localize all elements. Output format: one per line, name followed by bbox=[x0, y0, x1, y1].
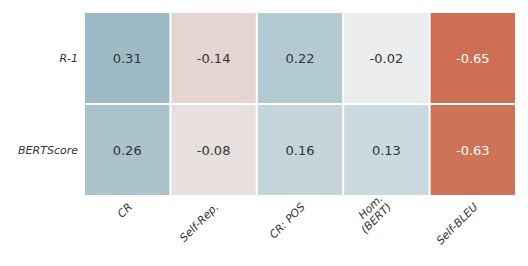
x-tick-label-line: Self-Rep. bbox=[177, 201, 221, 245]
data-label: 0.22 bbox=[286, 51, 315, 66]
x-axis: CR Self-Rep. CR: POS Hom.(BERT) Self-BLEU bbox=[115, 192, 481, 247]
x-tick-label-line: Self-BLEU bbox=[434, 201, 481, 248]
data-label: -0.14 bbox=[197, 51, 231, 66]
x-tick-label-line: CR bbox=[115, 201, 135, 221]
heatmap-cell bbox=[171, 13, 255, 103]
x-tick-label-line: CR: POS bbox=[267, 201, 308, 242]
heatmap-cell bbox=[85, 13, 169, 103]
data-label: 0.16 bbox=[286, 143, 315, 158]
x-tick-label: Hom.(BERT) bbox=[350, 192, 394, 236]
data-label: 0.13 bbox=[372, 143, 401, 158]
heatmap-cell bbox=[171, 105, 255, 195]
x-tick-label: Self-BLEU bbox=[434, 201, 481, 248]
chart: 0.31 -0.14 0.22 -0.02 -0.65 0.26 -0.08 0.16 0.13… bbox=[0, 0, 528, 266]
heatmap-cell bbox=[344, 13, 428, 103]
data-label: -0.08 bbox=[197, 143, 231, 158]
data-label: 0.31 bbox=[113, 51, 142, 66]
heatmap-cell bbox=[431, 13, 515, 103]
y-axis: R-1 BERTScore bbox=[18, 52, 78, 157]
data-label: -0.65 bbox=[456, 51, 490, 66]
y-tick-label: R-1 bbox=[59, 52, 78, 65]
x-tick-label: CR: POS bbox=[267, 201, 308, 242]
data-label: -0.02 bbox=[370, 51, 404, 66]
heatmap-cell bbox=[85, 105, 169, 195]
data-label: -0.63 bbox=[456, 143, 490, 158]
x-tick-label-line: (BERT) bbox=[359, 201, 395, 237]
data-label: 0.26 bbox=[113, 143, 142, 158]
y-tick-label: BERTScore bbox=[18, 144, 78, 157]
heatmap-cell bbox=[344, 105, 428, 195]
x-tick-label: CR bbox=[115, 201, 135, 221]
heatmap-cell bbox=[258, 13, 342, 103]
heatmap-cell bbox=[431, 105, 515, 195]
cell-labels: 0.31 -0.14 0.22 -0.02 -0.65 0.26 -0.08 0.16 0.13… bbox=[113, 51, 490, 158]
heatmap-cell bbox=[258, 105, 342, 195]
x-tick-label: Self-Rep. bbox=[177, 201, 221, 245]
cells bbox=[85, 13, 515, 195]
